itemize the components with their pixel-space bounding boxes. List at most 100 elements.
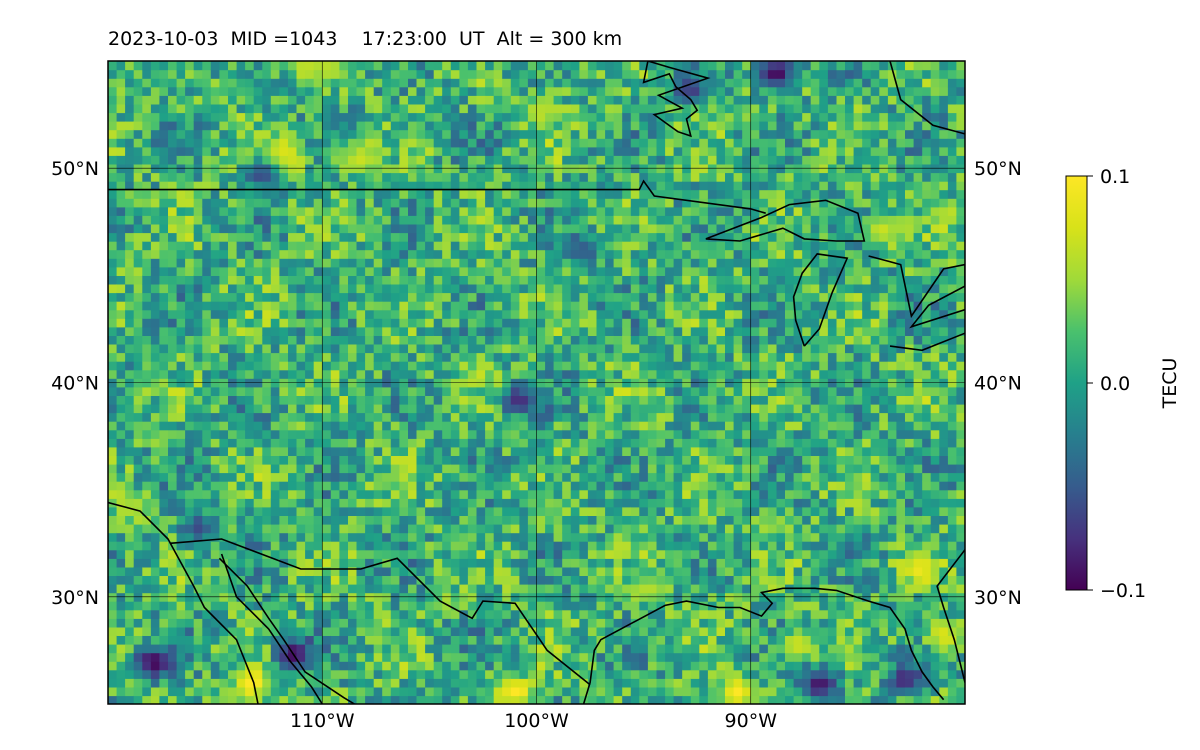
- tec-cell: [425, 438, 435, 448]
- tec-cell: [382, 558, 392, 568]
- tec-cell: [245, 249, 255, 259]
- tec-cell: [485, 241, 495, 251]
- tec-cell: [348, 524, 358, 534]
- tec-cell: [288, 506, 298, 516]
- tec-cell: [330, 498, 340, 508]
- tec-cell: [176, 584, 186, 594]
- tec-cell: [150, 189, 161, 199]
- tec-cell: [245, 326, 255, 336]
- tec-cell: [133, 232, 143, 242]
- tec-cell: [416, 215, 426, 225]
- tec-cell: [493, 206, 503, 216]
- tec-cell: [262, 584, 272, 594]
- tec-cell: [125, 189, 135, 199]
- tec-cell: [596, 61, 606, 71]
- tec-cell: [639, 326, 649, 336]
- tec-cell: [185, 438, 195, 448]
- tec-cell: [476, 69, 486, 79]
- tec-cell: [459, 78, 469, 88]
- tec-cell: [442, 189, 452, 199]
- tec-cell: [348, 198, 358, 208]
- tec-cell: [125, 429, 135, 439]
- tec-cell: [390, 524, 400, 534]
- tec-cell: [322, 446, 332, 456]
- tec-cell: [416, 618, 426, 628]
- tec-cell: [425, 69, 435, 79]
- tec-cell: [656, 232, 666, 242]
- tec-cell: [467, 455, 478, 465]
- tec-cell: [485, 369, 495, 379]
- tec-cell: [168, 549, 178, 559]
- tec-cell: [665, 232, 675, 242]
- tec-cell: [536, 189, 546, 199]
- tec-cell: [485, 395, 495, 405]
- tec-cell: [545, 206, 555, 216]
- tec-cell: [270, 189, 280, 199]
- tec-cell: [425, 112, 435, 122]
- tec-cell: [159, 566, 169, 576]
- tec-cell: [442, 558, 452, 568]
- tec-cell: [365, 626, 375, 636]
- tec-cell: [108, 489, 118, 499]
- tec-cell: [630, 498, 640, 508]
- tec-cell: [519, 198, 529, 208]
- tec-cell: [442, 678, 452, 688]
- tec-cell: [108, 138, 118, 148]
- tec-cell: [116, 652, 126, 662]
- tec-cell: [562, 584, 572, 594]
- tec-cell: [168, 584, 178, 594]
- tec-cell: [502, 78, 512, 88]
- tec-cell: [313, 352, 323, 362]
- tec-cell: [605, 506, 615, 516]
- tec-cell: [562, 558, 572, 568]
- tec-cell: [527, 386, 538, 396]
- tec-cell: [553, 532, 563, 542]
- tec-cell: [133, 352, 143, 362]
- tec-cell: [270, 61, 280, 71]
- tec-cell: [185, 541, 195, 551]
- tec-cell: [159, 78, 169, 88]
- tec-cell: [193, 258, 203, 268]
- tec-cell: [510, 292, 520, 302]
- tec-cell: [390, 541, 400, 551]
- tec-cell: [527, 652, 538, 662]
- tec-cell: [116, 678, 126, 688]
- tec-cell: [133, 541, 143, 551]
- tec-cell: [330, 343, 340, 354]
- tec-cell: [519, 112, 529, 122]
- tec-cell: [322, 626, 332, 636]
- tec-cell: [630, 626, 640, 636]
- tec-cell: [622, 421, 632, 431]
- tec-cell: [502, 386, 512, 396]
- tec-cell: [510, 155, 520, 165]
- tec-cell: [356, 506, 366, 516]
- tec-cell: [270, 498, 280, 508]
- tec-cell: [373, 515, 383, 525]
- tec-cell: [168, 421, 178, 431]
- tec-cell: [262, 695, 272, 704]
- tec-cell: [168, 146, 178, 156]
- tec-cell: [510, 455, 520, 465]
- tec-cell: [159, 429, 169, 439]
- tec-cell: [262, 524, 272, 534]
- tec-cell: [519, 155, 529, 165]
- tec-cell: [605, 609, 615, 619]
- tec-cell: [570, 61, 580, 71]
- tec-cell: [168, 601, 178, 611]
- tec-cell: [185, 515, 195, 525]
- tec-cell: [485, 258, 495, 268]
- tec-cell: [665, 292, 675, 302]
- tec-cell: [450, 181, 460, 191]
- tec-cell: [133, 198, 143, 208]
- tec-cell: [176, 163, 186, 174]
- tec-cell: [125, 446, 135, 456]
- tec-cell: [185, 361, 195, 371]
- tec-cell: [382, 155, 392, 165]
- tec-cell: [185, 506, 195, 516]
- tec-cell: [348, 95, 358, 105]
- tec-cell: [399, 601, 409, 611]
- tec-cell: [288, 121, 298, 131]
- tec-cell: [442, 215, 452, 225]
- tec-cell: [587, 121, 598, 131]
- tec-cell: [330, 489, 340, 499]
